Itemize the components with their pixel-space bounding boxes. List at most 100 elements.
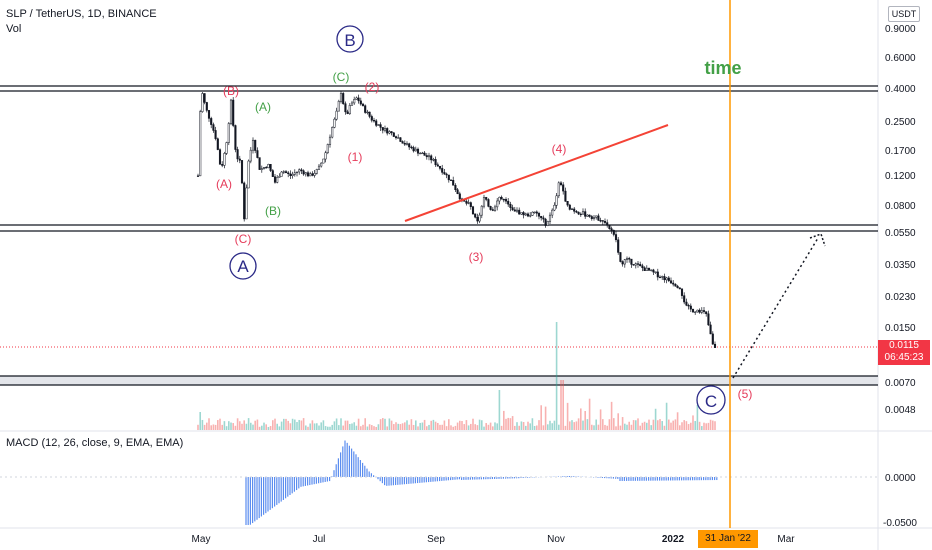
macd-bar <box>648 477 650 481</box>
volume-bar <box>388 418 391 430</box>
candle-body <box>685 301 688 306</box>
macd-bar <box>344 440 346 477</box>
volume-bar <box>525 425 527 430</box>
symbol-title[interactable]: SLP / TetherUS, 1D, BINANCE <box>6 8 157 20</box>
candle-body <box>658 276 662 279</box>
macd-bar <box>357 457 359 477</box>
macd-bar <box>703 477 705 481</box>
macd-bar <box>337 458 339 477</box>
volume-bar <box>496 423 498 430</box>
price-tick: 0.0150 <box>885 323 916 334</box>
macd-bar <box>630 477 632 481</box>
candle-body <box>346 111 349 114</box>
macd-bar <box>313 477 315 485</box>
volume-bar <box>687 424 690 430</box>
macd-bar <box>617 477 619 479</box>
candlestick-series[interactable] <box>196 90 717 348</box>
volume-bar <box>441 424 443 430</box>
candle-body <box>295 171 299 174</box>
volume-bar <box>395 422 397 430</box>
macd-bar <box>285 477 287 499</box>
volume-bar <box>230 422 232 430</box>
candle-body <box>465 201 468 204</box>
wave-green-a-label: (A) <box>255 100 271 114</box>
volume-bar <box>250 422 252 430</box>
macd-bar <box>612 477 614 479</box>
volume-label[interactable]: Vol <box>6 23 22 35</box>
volume-bar <box>628 421 630 430</box>
candle-body <box>313 173 316 176</box>
currency-badge[interactable]: USDT <box>888 6 920 22</box>
volume-bar <box>540 405 542 430</box>
macd-label[interactable]: MACD (12, 26, close, 9, EMA, EMA) <box>6 437 184 449</box>
candle-body <box>529 215 532 217</box>
bar-countdown: 06:45:23 <box>884 352 924 363</box>
candle-body <box>434 159 437 165</box>
wave-c-label: C <box>705 392 717 411</box>
bottom-band[interactable] <box>0 375 878 386</box>
volume-bar <box>408 424 410 430</box>
price-tick: 0.0350 <box>885 260 916 271</box>
volume-bar <box>639 425 641 430</box>
macd-bar <box>626 477 628 481</box>
volume-bar <box>362 424 364 430</box>
volume-bar <box>670 422 672 430</box>
volume-bar <box>544 406 547 430</box>
macd-bar <box>685 477 687 481</box>
candle-body <box>553 204 556 211</box>
price-tick: 0.0230 <box>885 292 916 303</box>
candle-body <box>474 213 477 218</box>
time-tick: Mar <box>777 534 795 545</box>
macd-bar <box>659 477 661 481</box>
candle-body <box>328 136 332 145</box>
volume-bar <box>379 419 382 430</box>
volume-bar <box>423 419 426 430</box>
candle-body <box>364 105 367 113</box>
volume-bar <box>551 423 553 430</box>
macd-bar <box>298 477 300 489</box>
volume-bar <box>507 417 509 430</box>
price-tick: 0.0048 <box>885 405 916 416</box>
candle-body <box>337 101 340 112</box>
volume-bar <box>714 421 716 430</box>
candle-body <box>579 213 582 216</box>
candle-body <box>564 190 567 202</box>
volume-bar <box>386 426 388 430</box>
volume-bar <box>258 426 261 430</box>
candle-body <box>276 177 279 183</box>
macd-bar <box>252 477 254 524</box>
volume-bar <box>549 420 551 430</box>
trendline[interactable] <box>404 124 669 222</box>
volume-bar <box>643 421 646 430</box>
support-band[interactable] <box>0 224 878 232</box>
candle-body <box>603 221 607 223</box>
macd-bar <box>258 477 260 519</box>
wave-red-a-label: (A) <box>216 177 232 191</box>
volume-bar <box>575 421 578 430</box>
candle-body <box>588 214 591 217</box>
candle-body <box>243 182 246 220</box>
resistance-band[interactable] <box>0 85 878 92</box>
candle-body <box>480 205 483 216</box>
volume-bar <box>602 419 604 430</box>
macd-bar <box>450 477 452 481</box>
candle-body <box>511 207 514 211</box>
volume-bar <box>349 423 351 430</box>
candle-body <box>559 182 563 186</box>
candle-body <box>634 263 637 266</box>
macd-bar <box>496 477 498 479</box>
candle-body <box>542 217 545 220</box>
projection-arrow[interactable] <box>732 233 826 379</box>
volume-bar <box>415 420 417 430</box>
volume-bar <box>309 423 311 430</box>
volume-bar <box>377 424 380 430</box>
macd-bar <box>432 477 434 482</box>
volume-bar <box>311 420 314 430</box>
macd-bar <box>689 477 691 481</box>
macd-bar <box>487 477 489 480</box>
volume-bar <box>635 420 637 430</box>
volume-bar <box>353 422 355 430</box>
macd-bar <box>278 477 280 504</box>
candle-body <box>386 128 389 134</box>
